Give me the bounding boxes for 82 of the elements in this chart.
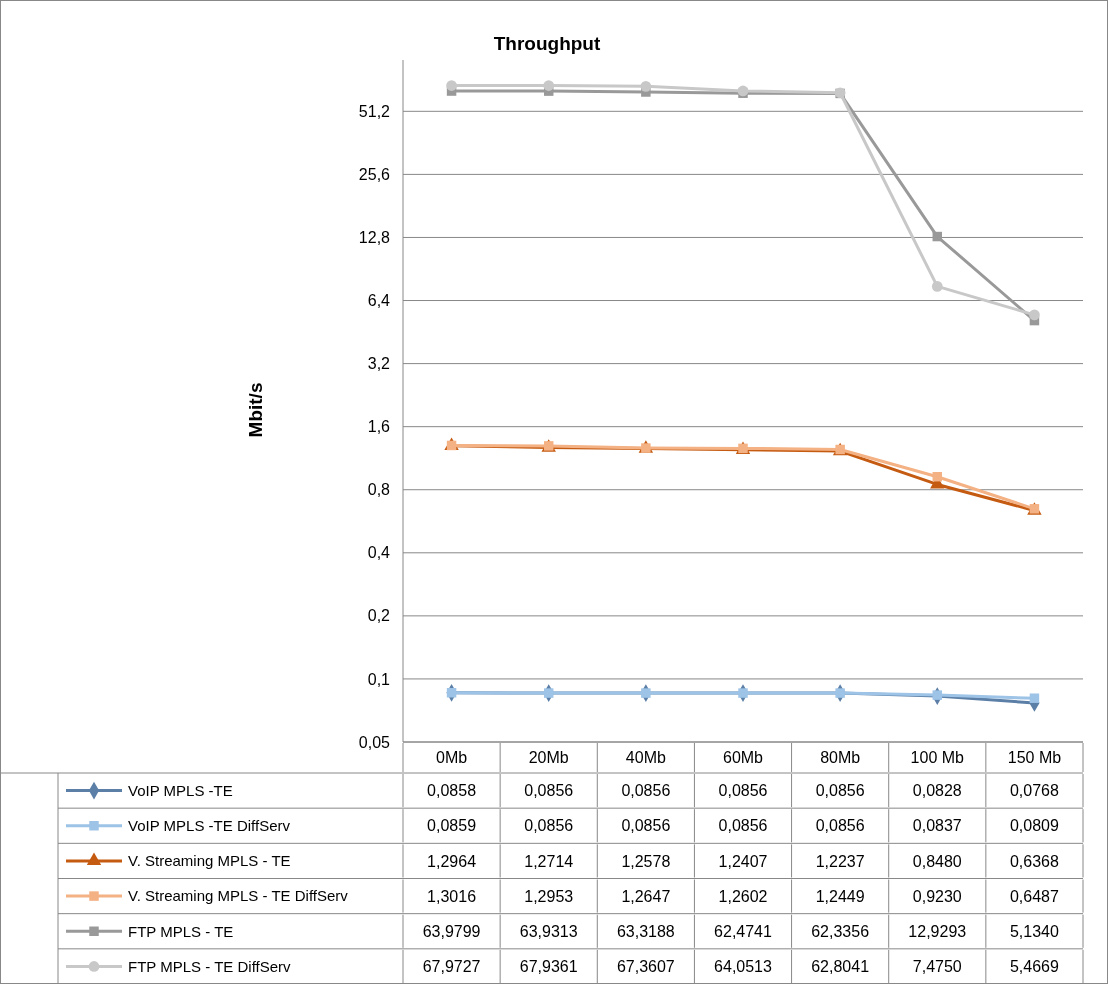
data-label: 1,2449 [815, 887, 865, 905]
data-label: 1,2647 [621, 887, 671, 905]
data-label: 0,0858 [427, 782, 477, 800]
data-label: 1,2714 [524, 852, 574, 870]
data-label: 0,0859 [427, 817, 477, 835]
data-label: 0,8480 [912, 852, 962, 870]
point [1029, 309, 1040, 321]
y-tick-label: 0,4 [367, 544, 391, 562]
y-tick-label: 0,2 [367, 607, 391, 625]
point [543, 80, 555, 91]
point [932, 231, 943, 242]
legend-label: FTP MPLS - TE [128, 922, 234, 940]
y-tick-label: 25,6 [358, 165, 391, 183]
x-tick-label: 0Mb [436, 749, 468, 767]
data-label: 7,4750 [912, 958, 962, 976]
data-label: 1,2407 [718, 852, 768, 870]
data-label: 0,0768 [1009, 782, 1059, 800]
data-label: 12,9293 [908, 922, 967, 940]
data-label: 62,8041 [811, 958, 870, 976]
data-label: 0,0837 [912, 817, 962, 835]
data-label: 62,4741 [714, 922, 773, 940]
point [641, 688, 651, 698]
point [835, 688, 845, 698]
data-label: 1,2953 [524, 887, 574, 905]
data-label: 0,0856 [524, 782, 574, 800]
data-label: 5,4669 [1009, 958, 1059, 976]
data-label: 0,0856 [815, 817, 865, 835]
data-label: 0,9230 [912, 887, 962, 905]
data-label: 0,0856 [621, 782, 671, 800]
data-label: 0,6487 [1009, 887, 1059, 905]
data-label: 63,9313 [519, 922, 578, 940]
point [932, 471, 943, 482]
data-label: 0,0856 [621, 817, 671, 835]
y-tick-label: 3,2 [367, 355, 391, 373]
legend-label: FTP MPLS - TE DiffServ [128, 957, 292, 975]
data-label: 67,9727 [422, 958, 481, 976]
legend-label: VoIP MPLS -TE DiffServ [128, 817, 291, 834]
y-tick-label: 0,1 [367, 670, 391, 688]
data-label: 0,0856 [718, 782, 768, 800]
x-tick-label: 60Mb [722, 749, 764, 767]
point [1029, 693, 1040, 703]
data-label: 0,6368 [1009, 852, 1059, 870]
chart-title: Throughput [493, 33, 601, 54]
data-label: 64,0513 [714, 958, 773, 976]
data-label: 0,0856 [524, 817, 574, 835]
data-label: 62,3356 [811, 922, 870, 940]
y-tick-label: 0,05 [358, 733, 391, 751]
data-label: 0,0809 [1009, 817, 1059, 835]
point [932, 690, 943, 700]
data-label: 67,3607 [616, 958, 675, 976]
x-tick-label: 80Mb [820, 749, 861, 767]
point [446, 80, 457, 91]
data-label: 0,0856 [718, 817, 768, 835]
point [543, 688, 554, 698]
point [738, 688, 748, 698]
data-label: 1,3016 [427, 887, 477, 905]
legend-label: V. Streaming MPLS - TE [128, 852, 291, 870]
data-label: 0,0828 [912, 782, 962, 800]
data-label: 1,2237 [815, 852, 865, 870]
data-label: 0,0856 [815, 782, 865, 800]
legend-label: V. Streaming MPLS - TE DiffServ [128, 887, 349, 905]
data-label: 67,9361 [519, 958, 578, 976]
data-label: 63,3188 [616, 922, 675, 940]
x-tick-label: 20Mb [528, 749, 569, 767]
point [446, 688, 457, 698]
y-tick-label: 6,4 [367, 292, 391, 310]
point [931, 281, 943, 292]
x-tick-label: 100 Mb [910, 749, 965, 767]
data-label: 63,9799 [422, 922, 481, 940]
y-tick-label: 0,8 [367, 481, 391, 499]
point [640, 81, 652, 92]
x-tick-label: 40Mb [625, 749, 666, 767]
x-tick-label: 150 Mb [1007, 749, 1062, 767]
data-label: 5,1340 [1009, 922, 1059, 940]
y-tick-label: 51,2 [358, 102, 391, 120]
y-tick-label: 12,8 [358, 229, 391, 247]
legend-label: VoIP MPLS -TE [128, 781, 233, 799]
data-label: 1,2602 [718, 887, 768, 905]
y-tick-label: 1,6 [367, 418, 391, 436]
data-label: 1,2964 [427, 852, 477, 870]
data-label: 1,2578 [621, 852, 671, 870]
y-axis-title: Mbit/s [245, 382, 266, 438]
